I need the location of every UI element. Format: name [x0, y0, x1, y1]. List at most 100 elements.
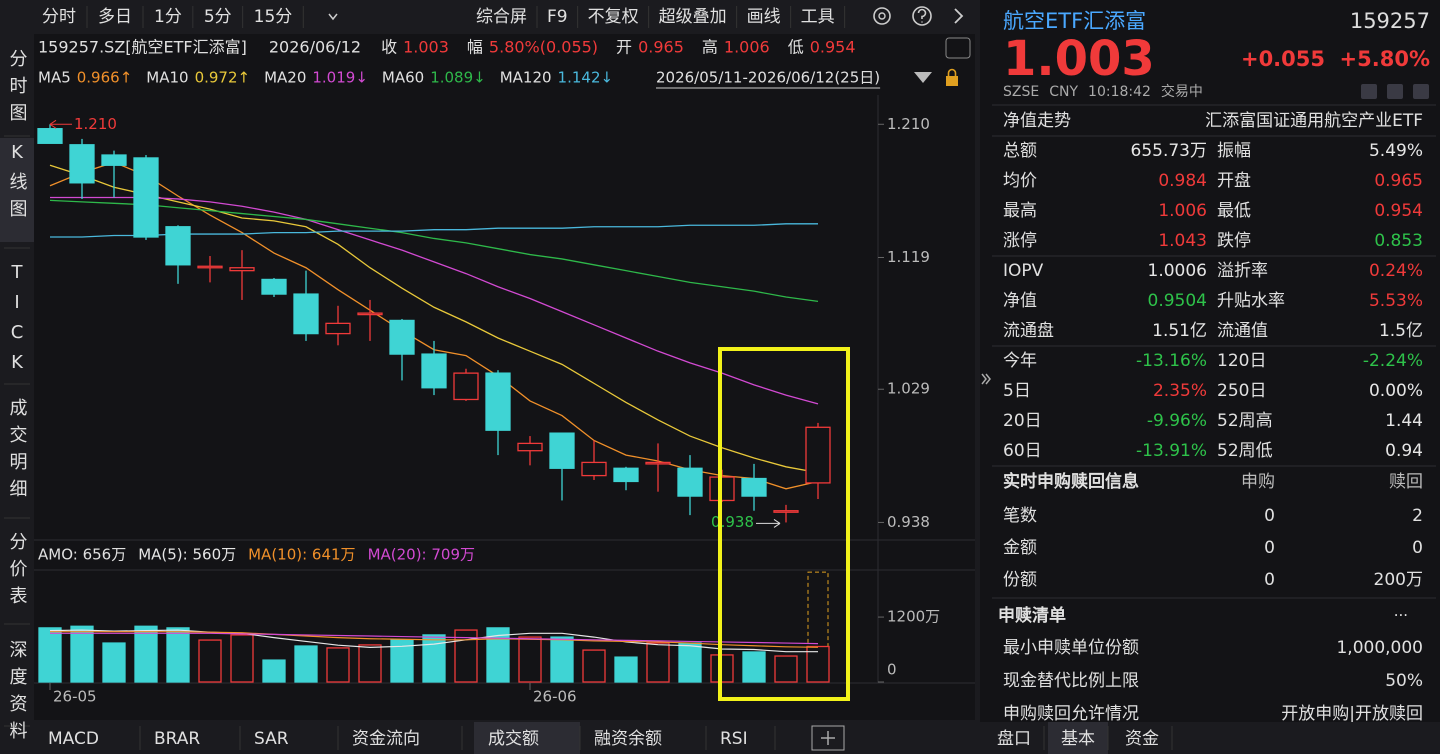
- volume-bar: [454, 629, 478, 683]
- ma-legend-value: 1.089↓: [430, 69, 486, 87]
- row-label: 净值: [1003, 291, 1037, 311]
- panel-tab[interactable]: 资金: [1125, 729, 1159, 749]
- quote-value: 1.003: [403, 38, 449, 57]
- volume-ma-line: [50, 631, 819, 648]
- volume-ma-legend: MA(5): 560万: [138, 546, 236, 564]
- row-label: 均价: [1003, 171, 1037, 191]
- tool-button[interactable]: 画线: [747, 7, 781, 27]
- panel-tab-selected: [1048, 722, 1108, 754]
- side-tab[interactable]: K线图: [7, 142, 28, 226]
- indicator-tab[interactable]: 资金流向: [352, 729, 420, 749]
- y-tick-label: 1.029: [887, 380, 930, 398]
- volume-bar: [262, 659, 286, 683]
- highlight-box: [718, 347, 850, 701]
- quote-value: 0.965: [638, 38, 684, 57]
- add-indicator-button[interactable]: [811, 725, 845, 751]
- indicator-tab[interactable]: 成交额: [488, 729, 539, 749]
- tool-button[interactable]: 工具: [801, 7, 835, 27]
- tool-button[interactable]: F9: [547, 7, 568, 27]
- side-tab[interactable]: 分时图: [7, 49, 28, 130]
- row-label: 今年: [1003, 351, 1037, 371]
- row-label: 52周低: [1217, 441, 1273, 461]
- help-icon-mark: [917, 8, 927, 23]
- side-tab[interactable]: TICK: [7, 262, 28, 382]
- candle-body: [101, 154, 127, 166]
- range-label[interactable]: 2026/05/11-2026/06/12(25日): [656, 69, 880, 87]
- quote-label: 高: [702, 38, 718, 57]
- row-label: 最高: [1003, 201, 1037, 221]
- more-button[interactable]: ···: [1394, 607, 1408, 625]
- row-value: 0.9504: [1148, 291, 1207, 311]
- candle-body: [357, 312, 383, 316]
- collapse-icon[interactable]: [981, 373, 987, 385]
- wp-icon[interactable]: [945, 37, 971, 59]
- settings-icon[interactable]: [873, 7, 891, 25]
- volume-ma-legend: MA(20): 709万: [368, 546, 475, 564]
- period-tab[interactable]: 15分: [254, 7, 293, 27]
- candle-body: [677, 467, 703, 497]
- row-value: -9.96%: [1147, 411, 1207, 431]
- indicator-tab[interactable]: RSI: [720, 729, 748, 749]
- period-tab[interactable]: 5分: [204, 7, 232, 27]
- indicator-tab[interactable]: 融资余额: [594, 729, 662, 749]
- tool-button[interactable]: 综合屏: [476, 7, 527, 27]
- add-indicator-plus: [821, 731, 835, 745]
- row-value: 2.35%: [1153, 381, 1207, 401]
- volume-legend: AMO: 656万: [38, 546, 126, 564]
- min-label: 0.938: [711, 513, 754, 531]
- candle-body: [741, 477, 767, 497]
- y-tick-label: 0.938: [887, 513, 930, 531]
- side-tab[interactable]: 分价表: [7, 532, 28, 613]
- column-header: 申购: [1241, 472, 1275, 492]
- alert-icon[interactable]: [1387, 84, 1403, 99]
- dropdown-icon[interactable]: [328, 13, 338, 21]
- column-header: 赎回: [1389, 472, 1423, 492]
- side-tab[interactable]: 成交明细: [7, 398, 28, 506]
- volume-bar: [230, 634, 254, 683]
- volume-ma-line: [49, 629, 818, 653]
- volume-bar: [134, 625, 158, 683]
- candle-body: [805, 426, 831, 484]
- row-label: 现金替代比例上限: [1003, 671, 1139, 691]
- indicator-tab[interactable]: SAR: [254, 729, 289, 749]
- candle-body: [37, 128, 63, 144]
- tool-button[interactable]: 超级叠加: [659, 7, 727, 27]
- row-value: 0: [1264, 538, 1275, 558]
- row-label: 开盘: [1217, 171, 1251, 191]
- period-tab[interactable]: 多日: [98, 7, 132, 27]
- candle-body: [549, 432, 575, 469]
- panel-tab[interactable]: 盘口: [997, 729, 1031, 749]
- range-dropdown[interactable]: [914, 72, 932, 83]
- row-value: 1.51亿: [1152, 321, 1207, 341]
- help-icon[interactable]: [912, 6, 932, 26]
- row-value: -13.91%: [1136, 441, 1207, 461]
- candle-body: [421, 353, 447, 389]
- row-value: 2: [1412, 506, 1423, 526]
- period-tab[interactable]: 分时: [42, 7, 76, 27]
- row-label: 净值走势: [1003, 111, 1071, 131]
- side-tab[interactable]: 深度资料: [7, 640, 28, 748]
- row-value: 0.965: [1374, 171, 1423, 191]
- collapse-icon[interactable]: [985, 373, 991, 385]
- volume-bar: [486, 627, 510, 683]
- candle-body: [261, 278, 287, 295]
- security-title: 航空ETF汇添富: [1003, 9, 1146, 33]
- next-icon[interactable]: [954, 8, 964, 24]
- candle-body: [453, 372, 479, 401]
- volume-bar: [38, 627, 62, 683]
- panel-tab[interactable]: 基本: [1061, 729, 1095, 749]
- add-icon[interactable]: [1413, 84, 1429, 99]
- quote-meta: CNY: [1049, 84, 1078, 100]
- row-label: 笔数: [1003, 506, 1037, 526]
- indicator-tab[interactable]: BRAR: [154, 729, 200, 749]
- lock-icon[interactable]: [946, 76, 958, 86]
- indicator-tab[interactable]: MACD: [48, 729, 99, 749]
- security-code: 159257: [1350, 9, 1430, 33]
- period-tab[interactable]: 1分: [154, 7, 182, 27]
- quote-value: 0.954: [810, 38, 856, 57]
- row-label: 60日: [1003, 441, 1042, 461]
- tool-button[interactable]: 不复权: [588, 7, 639, 27]
- edit-icon[interactable]: [1361, 84, 1377, 99]
- volume-bar: [518, 636, 542, 683]
- candle-body: [69, 144, 95, 184]
